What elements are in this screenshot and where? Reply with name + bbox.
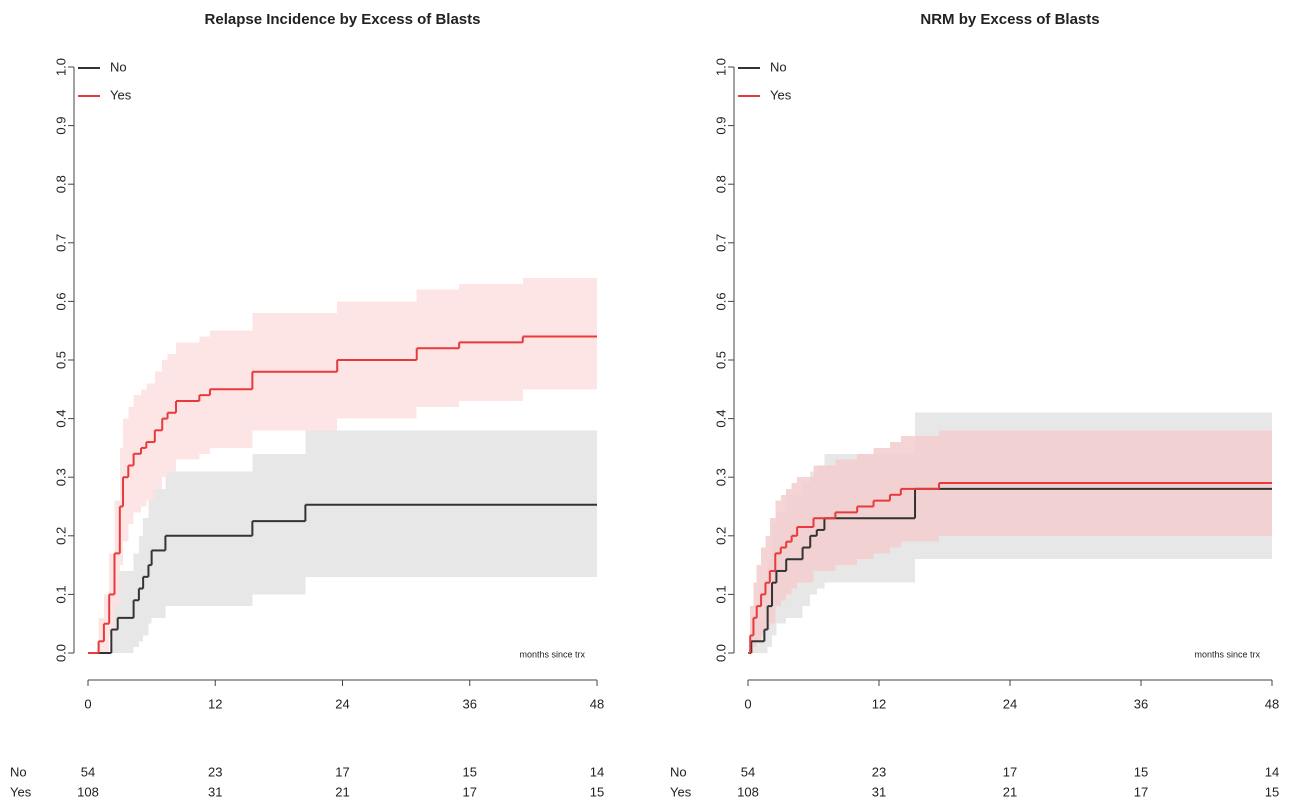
risk-count: 15: [1134, 764, 1148, 779]
risk-count: 21: [335, 784, 349, 799]
risk-count: 15: [590, 784, 604, 799]
y-tick-label: 0.0: [53, 644, 68, 662]
y-tick-label: 0.2: [713, 527, 728, 545]
confidence-band: [756, 565, 762, 642]
risk-count: 14: [1265, 764, 1279, 779]
confidence-band: [122, 418, 129, 542]
y-tick-label: 0.4: [53, 410, 68, 428]
y-tick-label: 0.1: [53, 585, 68, 603]
y-tick-label: 0.5: [713, 351, 728, 369]
risk-count: 108: [737, 784, 759, 799]
risk-count: 15: [1265, 784, 1279, 799]
x-tick-label: 48: [1265, 696, 1279, 711]
y-tick-label: 0.9: [713, 117, 728, 135]
x-tick-label: 24: [335, 696, 349, 711]
confidence-band: [761, 547, 766, 636]
risk-row-label: No: [10, 764, 27, 779]
y-tick-label: 0.2: [53, 527, 68, 545]
confidence-band: [148, 500, 152, 624]
confidence-band: [117, 570, 134, 653]
y-tick-label: 0.9: [53, 117, 68, 135]
risk-count: 23: [208, 764, 222, 779]
x-tick-label: 12: [208, 696, 222, 711]
risk-count: 17: [1134, 784, 1148, 799]
confidence-band: [165, 471, 253, 607]
x-tick-label: 36: [463, 696, 477, 711]
risk-row-label: No: [670, 764, 687, 779]
legend-label: No: [110, 59, 127, 74]
legend-label: Yes: [770, 87, 792, 102]
legend-label: Yes: [110, 87, 132, 102]
risk-count: 108: [77, 784, 99, 799]
confidence-band: [151, 488, 166, 618]
risk-count: 21: [1003, 784, 1017, 799]
legend-label: No: [770, 59, 787, 74]
risk-count: 17: [463, 784, 477, 799]
confidence-band: [252, 453, 306, 595]
y-tick-label: 0.7: [713, 234, 728, 252]
y-tick-label: 0.6: [713, 292, 728, 310]
y-tick-label: 0.8: [713, 175, 728, 193]
y-tick-label: 0.4: [713, 410, 728, 428]
y-tick-label: 0.3: [713, 468, 728, 486]
y-tick-label: 0.6: [53, 292, 68, 310]
annotation: months since trx: [1194, 649, 1260, 659]
risk-count: 23: [872, 764, 886, 779]
risk-row-label: Yes: [10, 784, 32, 799]
annotation: months since trx: [519, 649, 585, 659]
x-tick-label: 24: [1003, 696, 1017, 711]
y-tick-label: 1.0: [713, 58, 728, 76]
confidence-band: [750, 606, 754, 653]
risk-count: 17: [335, 764, 349, 779]
x-tick-label: 48: [590, 696, 604, 711]
chart-title: NRM by Excess of Blasts: [920, 11, 1099, 28]
risk-count: 31: [208, 784, 222, 799]
y-tick-label: 0.1: [713, 585, 728, 603]
y-tick-label: 0.0: [713, 644, 728, 662]
confidence-band: [98, 617, 104, 653]
risk-count: 14: [590, 764, 604, 779]
risk-count: 54: [741, 764, 755, 779]
confidence-band: [797, 477, 814, 583]
y-tick-label: 1.0: [53, 58, 68, 76]
confidence-band: [522, 277, 597, 390]
risk-count: 31: [872, 784, 886, 799]
confidence-band: [753, 582, 757, 648]
y-tick-label: 0.7: [53, 234, 68, 252]
risk-row-label: Yes: [670, 784, 692, 799]
x-tick-label: 0: [744, 696, 751, 711]
risk-count: 17: [1003, 764, 1017, 779]
y-tick-label: 0.5: [53, 351, 68, 369]
y-tick-label: 0.8: [53, 175, 68, 193]
x-tick-label: 0: [84, 696, 91, 711]
confidence-band: [305, 430, 597, 577]
risk-count: 54: [81, 764, 95, 779]
risk-count: 15: [463, 764, 477, 779]
chart-title: Relapse Incidence by Excess of Blasts: [205, 11, 481, 28]
x-tick-label: 12: [872, 696, 886, 711]
y-tick-label: 0.3: [53, 468, 68, 486]
x-tick-label: 36: [1134, 696, 1148, 711]
